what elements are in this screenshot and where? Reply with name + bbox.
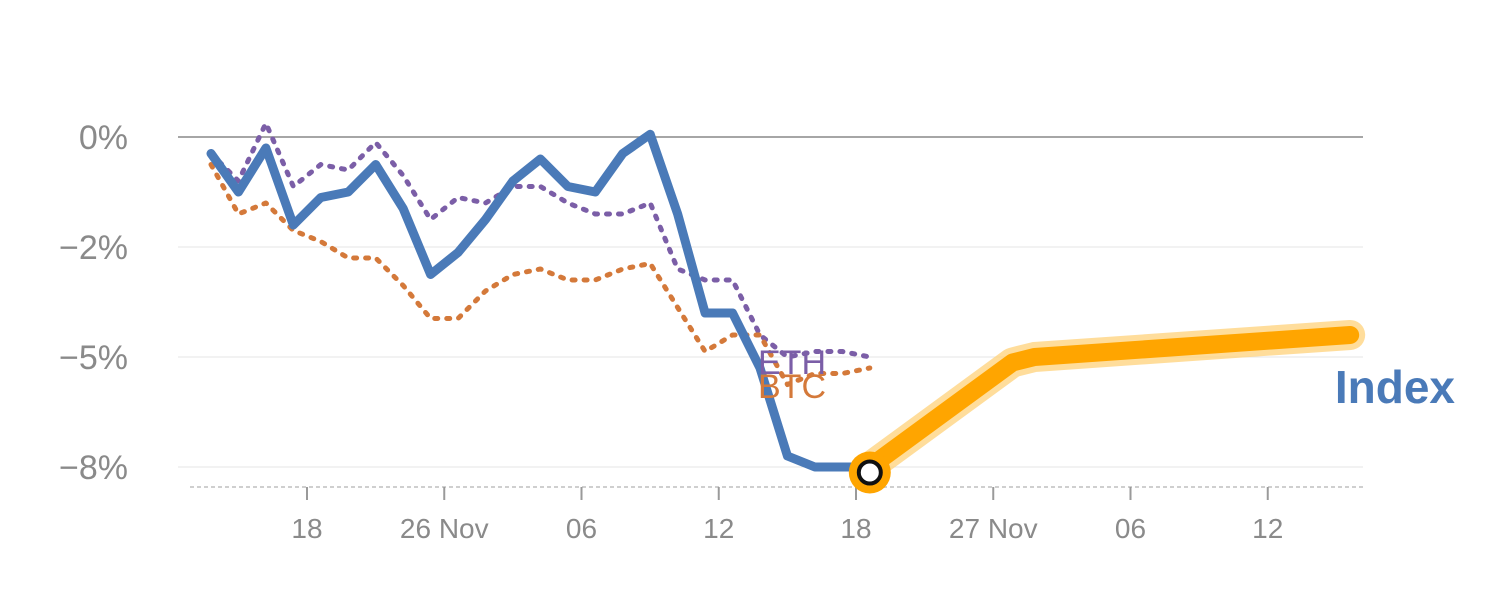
series-lines xyxy=(206,120,1366,482)
y-tick-label: −5% xyxy=(59,339,128,377)
x-tick-label: 18 xyxy=(840,513,871,544)
x-tick-label: 06 xyxy=(566,513,597,544)
x-axis-ticks: 18 26 Nov 06 12 18 27 Nov 06 12 xyxy=(291,487,1283,544)
current-point-marker xyxy=(856,459,883,486)
x-tick-label: 18 xyxy=(291,513,322,544)
marker-layer xyxy=(848,451,891,494)
y-tick-label: 0% xyxy=(79,119,128,157)
index-series-label: Index xyxy=(1335,361,1456,413)
btc-series-label: BTC xyxy=(758,368,826,406)
x-tick-label: 12 xyxy=(703,513,734,544)
index-series-line xyxy=(206,129,875,472)
x-tick-label: 27 Nov xyxy=(949,513,1038,544)
y-axis-ticks: 0% −2% −5% −8% xyxy=(59,119,128,487)
x-tick-label: 06 xyxy=(1115,513,1146,544)
eth-series-label: ETH xyxy=(758,344,826,382)
x-tick-label: 12 xyxy=(1252,513,1283,544)
y-tick-label: −8% xyxy=(59,449,128,487)
btc-series-line xyxy=(208,162,873,387)
series-labels: ETH BTC Index xyxy=(758,344,1455,413)
eth-series-line xyxy=(208,120,873,360)
forecast-line xyxy=(860,326,1360,476)
y-tick-label: −2% xyxy=(59,229,128,267)
x-tick-label: 26 Nov xyxy=(400,513,489,544)
